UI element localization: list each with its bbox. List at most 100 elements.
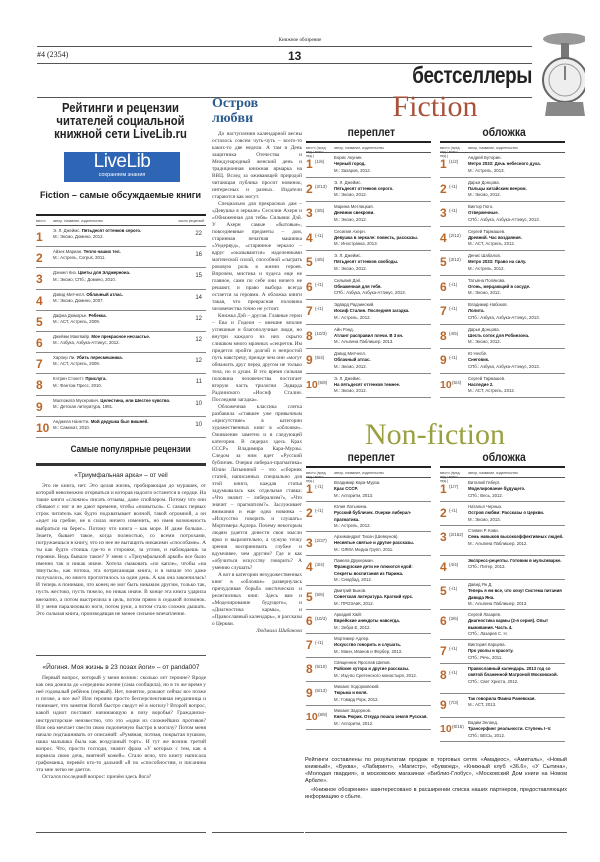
book-title: Трансерфинг реальности. Ступень I–V. <box>468 726 552 732</box>
book-author: Айн Рэнд. <box>334 326 354 332</box>
previous-week: (3/12) <box>449 257 461 262</box>
book-line: Дэвид Митчелл. Облачный атлас. <box>53 292 186 298</box>
rank-number: 6 <box>440 279 447 294</box>
book-title: Теперь я ем все, что хочу! Система питан… <box>468 588 562 600</box>
rank-number: 8 <box>306 328 313 343</box>
previous-week: (-/1) <box>449 281 458 287</box>
rank-number: 7 <box>440 304 447 318</box>
fiction-paperback-table: место (пред. нед./ всего нед.) автор, наз… <box>440 141 565 398</box>
book-publisher: М.: Говард Рорк, 2012. <box>334 696 379 702</box>
table-row: 2 (-/1) Наталья Черных. Остров любви: Расск… <box>440 502 565 526</box>
ratings-note-text: Рейтинги составлены по результатам прода… <box>305 757 567 784</box>
previous-week: (3/5) <box>315 208 325 213</box>
book-title: Снеговик. <box>468 357 490 363</box>
book-author: Э. Л. Джеймс. <box>334 253 362 258</box>
book-publisher: М.: АСТ, 2013. <box>468 702 497 708</box>
book-publisher: СПб.: Свет Христа, 2012. <box>468 678 519 684</box>
book-title: Древний. Час воздаяния. <box>468 234 522 240</box>
article-paragraph: А вот в категории нехудожественных книг … <box>212 572 302 627</box>
table-row: 6 (3/6) Сергей Лазарев. Диагностика кармы (… <box>440 610 565 640</box>
book-title: Райские хутора и другие рассказы. <box>334 666 410 672</box>
book-title: Мой дедушка был вишней. <box>90 418 149 424</box>
table-row: 10 (6/8) Э. Л. Джеймс. На пятьдесят оттенко… <box>306 374 431 398</box>
book-title: Остров любви: Рассказы о Церкви. <box>468 510 545 516</box>
previous-week: (5/4) <box>452 379 462 385</box>
book-author: Михаил Ходорковский. <box>334 684 380 689</box>
fiction-paperback-heading: обложка <box>482 127 526 139</box>
book-line: Джейми Макгвайр. Мое прекрасное несчасть… <box>53 334 186 340</box>
rank-number: 8 <box>36 378 43 393</box>
book-title: Метро 2033: Дочь небесного духа. <box>468 161 541 167</box>
rank-number: 4 <box>306 560 313 574</box>
book-publisher: М.: Эксмо, 2012. <box>468 339 501 345</box>
book-title: Семь навыков высокоэффективных людей. <box>468 534 564 540</box>
book-title: Диагностика кармы (2-я серия). Опыт выжи… <box>468 618 549 630</box>
article-paragraph: До наступления календарной весны осталос… <box>212 131 302 200</box>
book-author: Борис Акунин. <box>334 155 363 160</box>
rank-number: 8 <box>306 662 313 676</box>
book-title: Крах СССР. <box>334 486 358 492</box>
rank-number: 5 <box>36 314 43 329</box>
rank-number: 9 <box>36 399 43 414</box>
review-count: 10 <box>195 400 202 407</box>
col-place: место (пред. нед./ всего нед.) <box>306 146 327 158</box>
ratings-note-text: «Книжное обозрение» заинтересовано в рас… <box>305 787 567 800</box>
book-title: Про уколы и красоту. <box>468 648 514 654</box>
table-row: 4 (4/4) Экспресс-рецепты. Готовим в мульти… <box>440 556 565 580</box>
reviews-heading: Самые популярные рецензии <box>70 444 191 455</box>
book-author: Памела Друкерман. <box>334 558 374 563</box>
table-row: 6 (10/3) Аркадий Хайт. Еврейские анекдоты н… <box>306 610 431 634</box>
rank-number: 3 <box>306 206 313 220</box>
book-author: Татьяна Полякова. <box>468 277 506 283</box>
rank-number: 5 <box>306 255 313 269</box>
rank-number: 3 <box>440 530 447 544</box>
book-author: Сильвия Дэй. <box>334 277 362 283</box>
rank-number: 7 <box>306 638 313 652</box>
review-paragraph: Остался последний вопрос: причём здесь й… <box>42 774 152 781</box>
book-author: Айзек Мариан. <box>53 249 83 255</box>
rank-number: 5 <box>440 584 447 598</box>
previous-week: (-/1) <box>449 586 458 591</box>
article-paragraph: Обложечная классика слегка разбавила «ст… <box>212 404 302 571</box>
table-header: место автор, название, издательство числ… <box>36 214 206 226</box>
review-count: 11 <box>195 379 202 386</box>
book-author: Дэвид Митчелл. <box>334 351 367 356</box>
previous-week: (-/1) <box>315 232 324 238</box>
book-title: Шесть соток для Робинзона. <box>468 332 530 338</box>
book-title: Тепло наших тел. <box>83 249 121 255</box>
table-row: 2 (-/1) Дарья Донцова. Пальцы китайским вее… <box>440 178 565 202</box>
book-publisher: М.: Эксмо; СПб.: Домино, 2010. <box>53 276 116 282</box>
book-publisher: М.: Эксмо, 2012. <box>468 290 501 296</box>
book-publisher: СПб.: ВЕСЬ, 2012. <box>468 732 506 738</box>
book-author: Эдвард Радзинский. <box>334 302 375 307</box>
rank-number: 3 <box>36 272 43 287</box>
rank-number: 2 <box>440 181 447 196</box>
previous-week: (5/4) <box>315 355 325 360</box>
rank-number: 7 <box>306 304 313 318</box>
review-count: 14 <box>195 294 202 301</box>
book-publisher: М.: Самокат, 2010. <box>53 424 90 430</box>
livelib-table-title: Fiction – самые обсуждаемые книги <box>39 190 202 200</box>
book-author: Харпер Ли. <box>53 355 76 361</box>
table-row: 7 (-/1) Эдвард Радзинский. Иосиф Сталин. По… <box>306 300 431 325</box>
rank-number: 2 <box>306 181 313 196</box>
table-row: 3 (2/162) Стивен Р. Кови. Семь навыков высо… <box>440 526 565 556</box>
book-publisher: М.: ОЛМА Медиа Групп, 2011. <box>334 546 394 552</box>
book-author: Кэтрин Стокетт. <box>53 376 85 382</box>
book-title: Ребекка. <box>88 312 107 318</box>
ratings-note: Рейтинги составлены по результатам прода… <box>305 757 567 801</box>
rank-number: 6 <box>36 335 43 350</box>
book-title: Атлант расправил плечи. В 3 кн. <box>334 332 404 338</box>
book-publisher: М.: Астрель, 2012. <box>334 522 371 528</box>
table-row: 6 (-/1) Татьяна Полякова. Огонь, мерцающий … <box>440 276 565 300</box>
issue-number: #4 (2354) <box>37 50 69 59</box>
book-author: Михаил Задорнов. <box>334 708 372 713</box>
book-title: Прислуга. <box>85 376 107 382</box>
table-row: 2 (2/13) Э. Л. Джеймс. Пятьдесят оттенков с… <box>306 178 431 202</box>
book-author: Священник Ярослав Шипов. <box>334 660 391 665</box>
book-publisher: М.: АСТ, Астрель, 2012. <box>468 241 515 247</box>
table-row: 3 Дэниел Киз. Цветы для Элджернона. М.: Эк… <box>36 268 206 290</box>
book-author: Давид Ян Д. <box>468 582 493 587</box>
table-row: 9 (7/3) Так говорила Фаина Раневская. М.: А… <box>440 694 565 718</box>
book-line: Дэниел Киз. Цветы для Элджернона. <box>53 270 186 276</box>
